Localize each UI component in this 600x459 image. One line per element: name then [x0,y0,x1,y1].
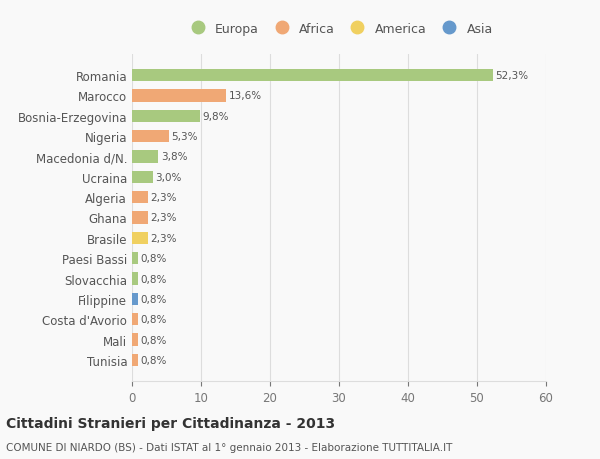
Bar [132,111,200,123]
Text: 5,3%: 5,3% [172,132,198,142]
Bar [132,212,148,224]
Bar [132,313,137,325]
Bar [132,293,137,305]
Text: 0,8%: 0,8% [140,294,167,304]
Legend: Europa, Africa, America, Asia: Europa, Africa, America, Asia [181,19,497,39]
Text: 0,8%: 0,8% [140,314,167,325]
Bar [132,232,148,244]
Bar [132,131,169,143]
Bar [132,171,152,184]
Bar [132,273,137,285]
Bar [132,90,226,102]
Bar [132,70,493,82]
Bar [132,192,148,204]
Text: COMUNE DI NIARDO (BS) - Dati ISTAT al 1° gennaio 2013 - Elaborazione TUTTITALIA.: COMUNE DI NIARDO (BS) - Dati ISTAT al 1°… [6,442,452,452]
Bar [132,151,158,163]
Text: 0,8%: 0,8% [140,274,167,284]
Text: 3,8%: 3,8% [161,152,187,162]
Text: 3,0%: 3,0% [155,173,182,182]
Text: 0,8%: 0,8% [140,335,167,345]
Bar [132,354,137,366]
Text: 2,3%: 2,3% [151,213,177,223]
Text: Cittadini Stranieri per Cittadinanza - 2013: Cittadini Stranieri per Cittadinanza - 2… [6,416,335,430]
Text: 2,3%: 2,3% [151,233,177,243]
Text: 2,3%: 2,3% [151,193,177,203]
Text: 13,6%: 13,6% [229,91,262,101]
Text: 0,8%: 0,8% [140,355,167,365]
Bar [132,252,137,265]
Text: 9,8%: 9,8% [202,112,229,122]
Text: 52,3%: 52,3% [496,71,529,81]
Bar [132,334,137,346]
Text: 0,8%: 0,8% [140,254,167,263]
